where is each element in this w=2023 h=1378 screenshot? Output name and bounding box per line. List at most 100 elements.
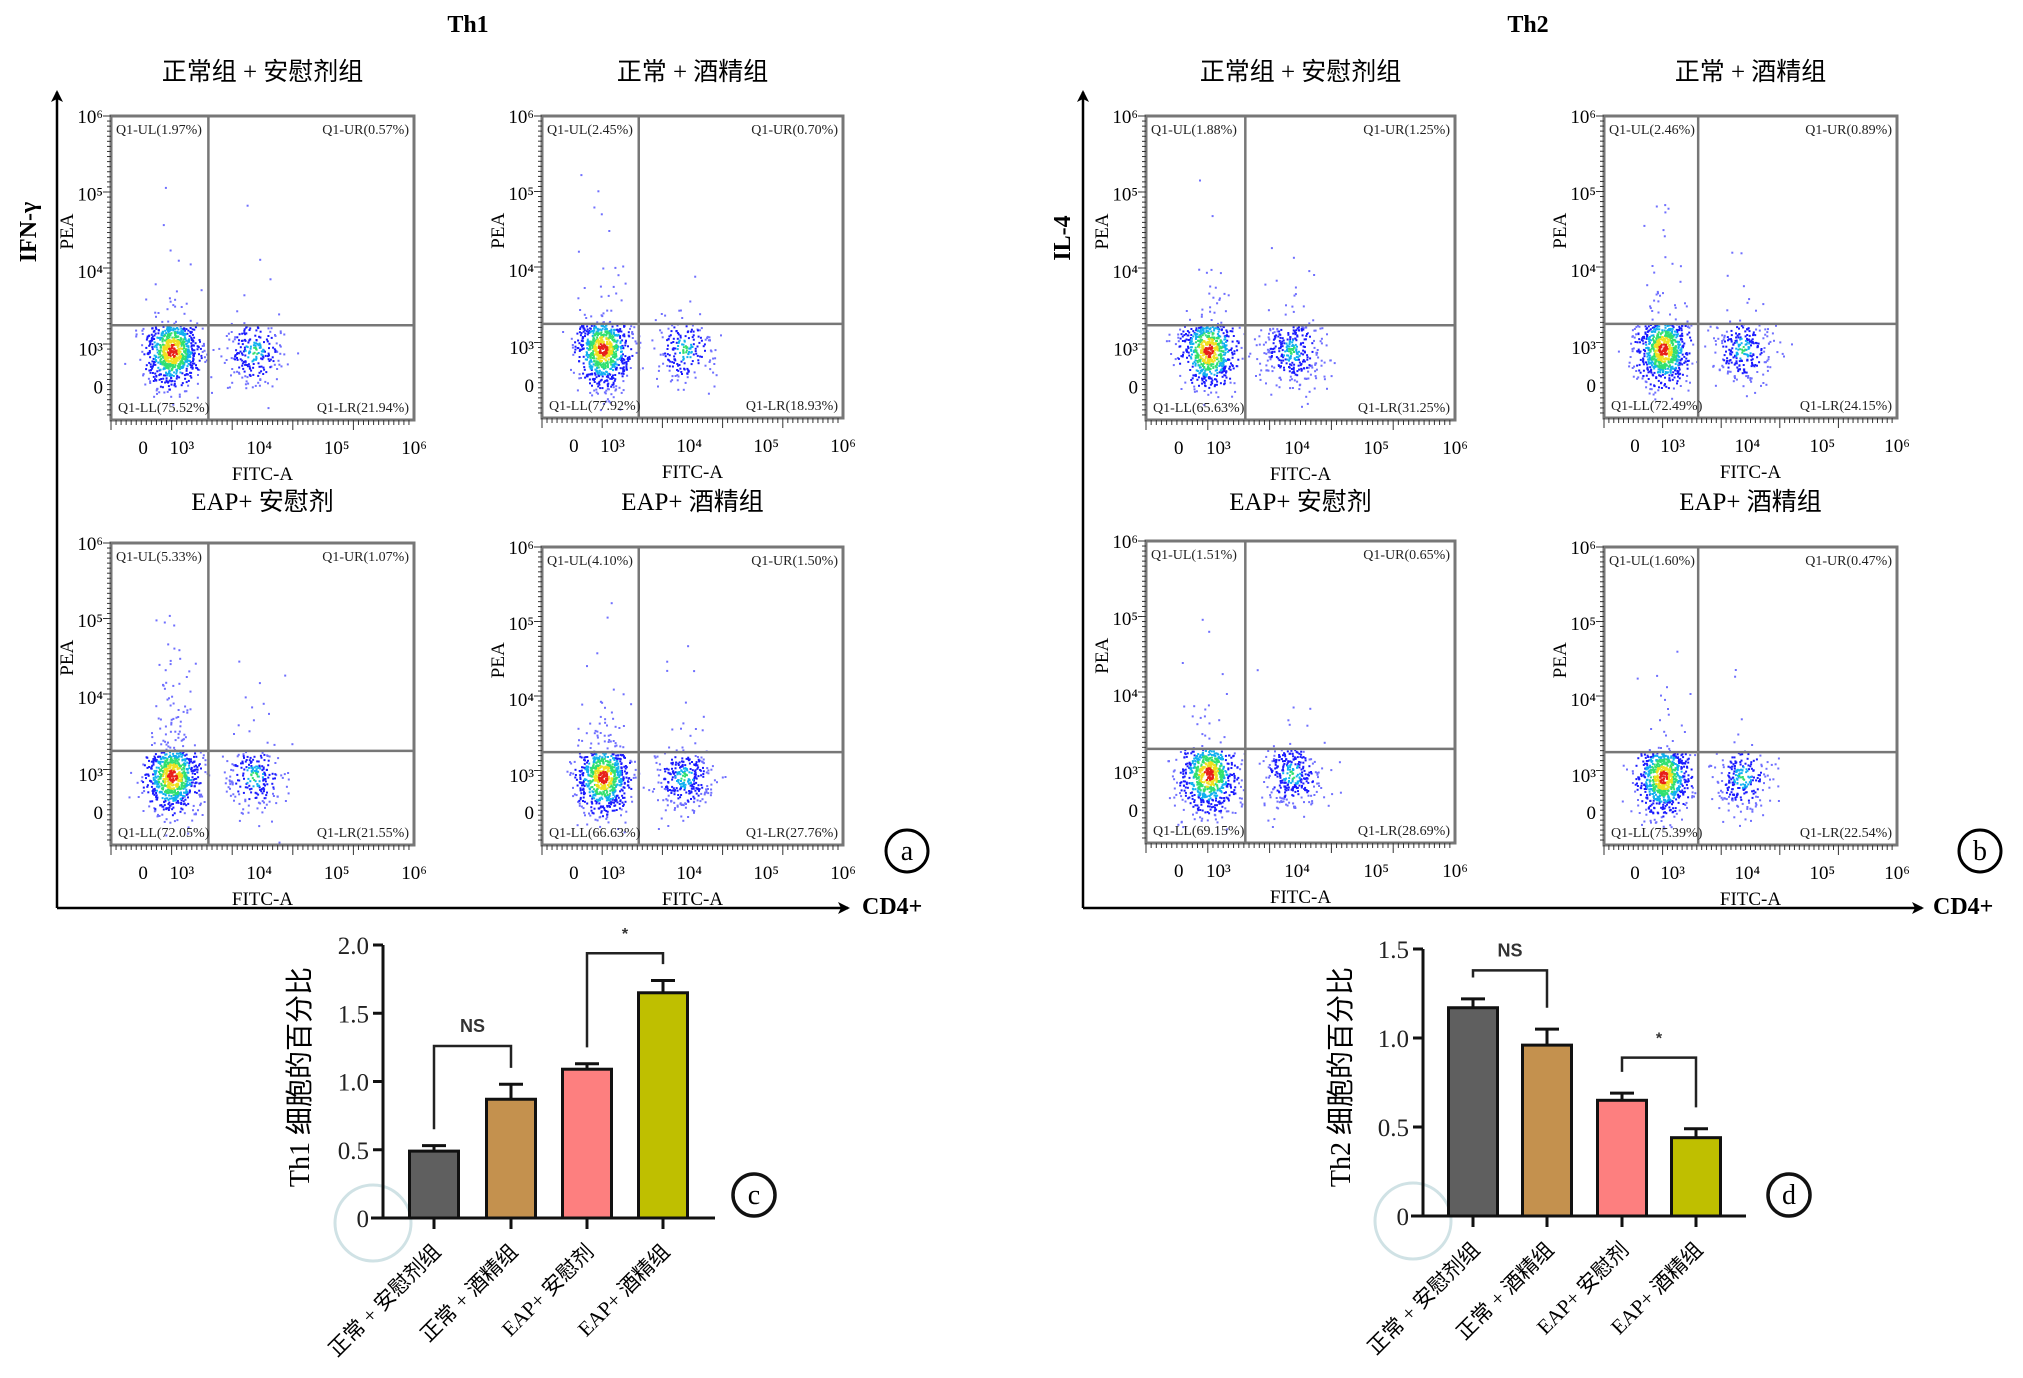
event-dot	[1198, 268, 1201, 271]
event-dot	[1333, 362, 1336, 365]
event-dot	[160, 354, 163, 357]
event-dot	[610, 309, 613, 312]
event-dot	[579, 788, 582, 791]
event-dot	[287, 772, 290, 774]
event-dot	[630, 325, 633, 328]
event-dot	[690, 343, 693, 346]
event-dot	[1237, 342, 1240, 345]
event-dot	[186, 332, 189, 335]
event-dot	[1267, 336, 1270, 339]
event-dot	[621, 375, 624, 378]
event-dot	[620, 350, 622, 353]
event-dot	[607, 366, 609, 369]
event-dot	[616, 358, 619, 361]
event-dot	[163, 367, 166, 370]
event-dot	[230, 357, 233, 360]
event-dot	[161, 320, 164, 323]
event-dot	[604, 775, 607, 778]
event-dot	[254, 791, 257, 794]
event-dot	[164, 346, 167, 349]
event-dot	[635, 342, 638, 345]
event-dot	[695, 761, 698, 764]
event-dot	[252, 758, 255, 761]
event-dot	[570, 337, 573, 340]
event-dot	[1300, 367, 1303, 370]
event-dot	[196, 345, 199, 348]
event-dot	[627, 359, 630, 362]
event-dot	[203, 349, 206, 352]
event-dot	[233, 338, 236, 341]
event-dot	[263, 788, 266, 791]
event-dot	[243, 348, 246, 351]
event-dot	[173, 746, 176, 749]
event-dot	[154, 781, 157, 784]
event-dot	[142, 781, 145, 784]
event-dot	[186, 709, 189, 712]
event-dot	[262, 373, 265, 375]
event-dot	[192, 809, 194, 812]
event-dot	[582, 796, 585, 799]
event-dot	[152, 760, 155, 762]
event-dot	[162, 773, 165, 776]
event-dot	[183, 332, 186, 335]
event-dot	[683, 767, 685, 770]
event-dot	[194, 773, 196, 775]
event-dot	[230, 768, 233, 771]
event-dot	[576, 784, 579, 787]
event-dot	[1284, 313, 1287, 316]
event-dot	[596, 784, 599, 786]
event-dot	[617, 364, 620, 366]
event-dot	[664, 809, 667, 812]
event-dot	[1296, 374, 1299, 377]
event-dot	[165, 765, 168, 768]
event-dot	[620, 763, 623, 765]
event-dot	[681, 782, 683, 785]
event-dot	[255, 765, 258, 768]
quadrant-label: Q1-UR(1.50%)	[751, 554, 838, 569]
event-dot	[633, 326, 636, 329]
event-dot	[172, 794, 175, 797]
event-dot	[576, 389, 579, 392]
event-dot	[693, 777, 696, 780]
event-dot	[588, 365, 591, 368]
event-dot	[159, 336, 161, 339]
event-dot	[1302, 305, 1305, 308]
event-dot	[167, 372, 170, 375]
event-dot	[236, 370, 239, 373]
event-dot	[1184, 325, 1186, 328]
event-dot	[173, 762, 175, 765]
event-dot	[184, 775, 186, 778]
event-dot	[246, 364, 248, 366]
event-dot	[1182, 330, 1185, 333]
event-dot	[614, 757, 617, 760]
event-dot	[155, 792, 158, 794]
event-dot	[192, 778, 195, 781]
event-dot	[167, 764, 170, 767]
event-dot	[165, 773, 168, 776]
event-dot	[667, 789, 669, 792]
event-dot	[623, 831, 626, 834]
event-dot	[154, 363, 157, 366]
event-dot	[690, 787, 693, 790]
event-dot	[199, 347, 202, 350]
event-dot	[603, 772, 606, 775]
event-dot	[262, 783, 265, 786]
y-tick-label: 0	[94, 378, 104, 399]
event-dot	[168, 785, 171, 788]
event-dot	[270, 327, 273, 330]
event-dot	[1204, 384, 1206, 387]
event-dot	[607, 388, 610, 391]
x-tick-label: 10⁵	[324, 438, 350, 459]
event-dot	[165, 784, 167, 787]
event-dot	[616, 769, 619, 772]
event-dot	[262, 767, 265, 770]
event-dot	[1298, 329, 1301, 332]
event-dot	[165, 371, 168, 374]
event-dot	[605, 389, 608, 392]
event-dot	[181, 360, 184, 363]
event-dot	[674, 347, 677, 350]
event-dot	[162, 224, 165, 227]
event-dot	[687, 369, 690, 372]
event-dot	[250, 791, 253, 794]
event-dot	[608, 346, 611, 349]
